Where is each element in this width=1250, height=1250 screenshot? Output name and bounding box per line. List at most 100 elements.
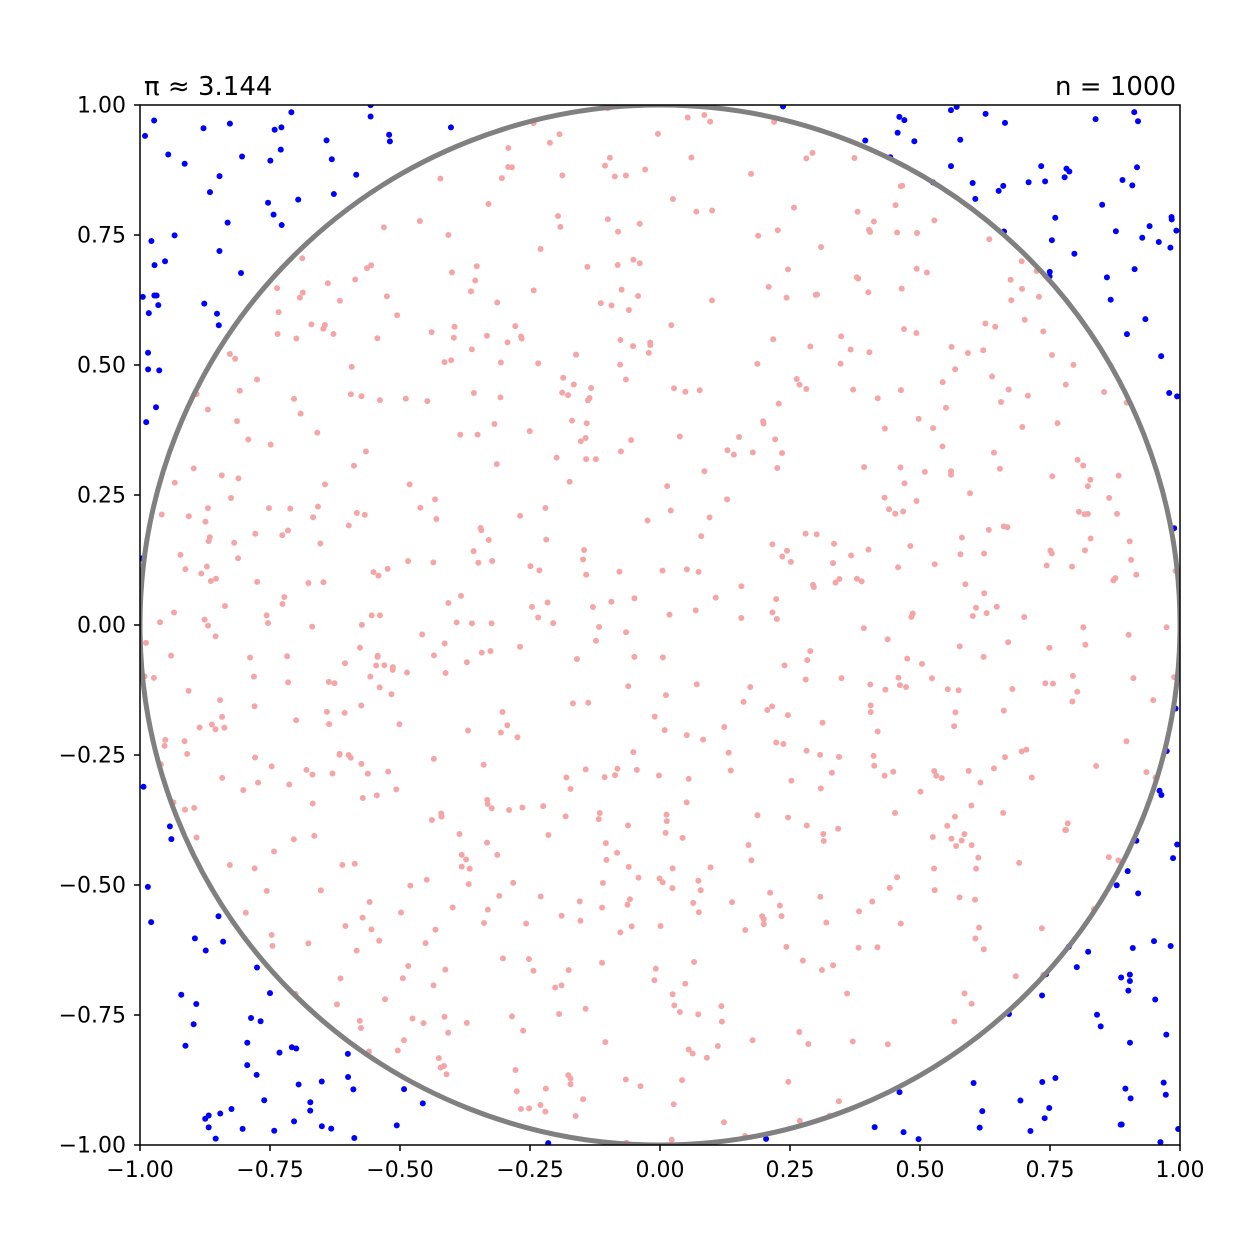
point-inside [545, 832, 551, 838]
point-outside [1062, 174, 1068, 180]
point-inside [668, 322, 674, 328]
point-inside [368, 926, 374, 932]
point-inside [623, 377, 629, 383]
point-inside [519, 336, 525, 342]
point-inside [1065, 820, 1071, 826]
point-outside [1049, 237, 1055, 243]
point-inside [785, 1079, 791, 1085]
point-inside [443, 670, 449, 676]
point-inside [208, 578, 214, 584]
point-inside [818, 244, 824, 250]
point-inside [713, 595, 719, 601]
point-outside [1052, 1075, 1058, 1081]
point-inside [961, 831, 967, 837]
point-inside [897, 464, 903, 470]
point-outside [279, 222, 285, 228]
point-inside [777, 903, 783, 909]
point-outside [1093, 116, 1099, 122]
point-inside [162, 743, 168, 749]
point-inside [469, 620, 475, 626]
point-inside [721, 1119, 727, 1125]
point-outside [1042, 178, 1048, 184]
point-inside [254, 579, 260, 585]
xtick-label: 0.00 [636, 1158, 685, 1183]
point-outside [1127, 978, 1133, 984]
point-inside [219, 775, 225, 781]
point-inside [1164, 624, 1170, 630]
point-inside [1021, 614, 1027, 620]
point-outside [1163, 1032, 1169, 1038]
point-inside [505, 339, 511, 345]
point-outside [328, 1126, 334, 1132]
point-inside [970, 613, 976, 619]
point-inside [348, 391, 354, 397]
point-inside [636, 875, 642, 881]
point-inside [1087, 477, 1093, 483]
point-inside [810, 582, 816, 588]
point-inside [894, 229, 900, 235]
point-inside [219, 472, 225, 478]
point-inside [1040, 328, 1046, 334]
point-outside [307, 1099, 313, 1105]
point-inside [437, 176, 443, 182]
point-outside [145, 366, 151, 372]
point-inside [568, 786, 574, 792]
point-inside [569, 418, 575, 424]
point-inside [431, 756, 437, 762]
point-inside [977, 780, 983, 786]
point-inside [679, 1077, 685, 1083]
point-inside [1127, 538, 1133, 544]
point-inside [266, 505, 272, 511]
point-outside [948, 107, 954, 113]
point-inside [868, 702, 874, 708]
point-inside [680, 835, 686, 841]
point-inside [637, 260, 643, 266]
point-inside [997, 466, 1003, 472]
point-outside [1167, 245, 1173, 251]
point-inside [227, 862, 233, 868]
point-inside [652, 714, 658, 720]
point-inside [393, 786, 399, 792]
point-inside [939, 775, 945, 781]
point-inside [465, 727, 471, 733]
point-inside [695, 1011, 701, 1017]
point-inside [1023, 747, 1029, 753]
pi-estimate-label: π ≈ 3.144 [144, 72, 272, 102]
point-inside [803, 676, 809, 682]
point-inside [375, 653, 381, 659]
point-inside [451, 335, 457, 341]
point-inside [1126, 632, 1132, 638]
point-outside [191, 1021, 197, 1027]
point-inside [1063, 827, 1069, 833]
point-inside [300, 290, 306, 296]
point-inside [779, 913, 785, 919]
point-inside [454, 619, 460, 625]
point-inside [882, 687, 888, 693]
point-inside [442, 359, 448, 365]
point-inside [696, 909, 702, 915]
ytick-label: −0.50 [59, 874, 126, 899]
point-inside [568, 1081, 574, 1087]
point-outside [1039, 1079, 1045, 1085]
point-outside [977, 1125, 983, 1131]
point-inside [491, 421, 497, 427]
point-outside [1042, 1115, 1048, 1121]
point-inside [184, 751, 190, 757]
point-inside [512, 323, 518, 329]
point-inside [580, 557, 586, 563]
point-inside [854, 274, 860, 280]
point-inside [895, 564, 901, 570]
point-inside [994, 604, 1000, 610]
point-inside [1016, 860, 1022, 866]
point-inside [529, 604, 535, 610]
point-inside [956, 687, 962, 693]
point-inside [764, 707, 770, 713]
point-outside [1026, 179, 1032, 185]
point-inside [191, 465, 197, 471]
point-inside [489, 620, 495, 626]
point-inside [1070, 673, 1076, 679]
point-inside [221, 725, 227, 731]
point-inside [538, 894, 544, 900]
point-inside [198, 570, 204, 576]
point-inside [255, 780, 261, 786]
